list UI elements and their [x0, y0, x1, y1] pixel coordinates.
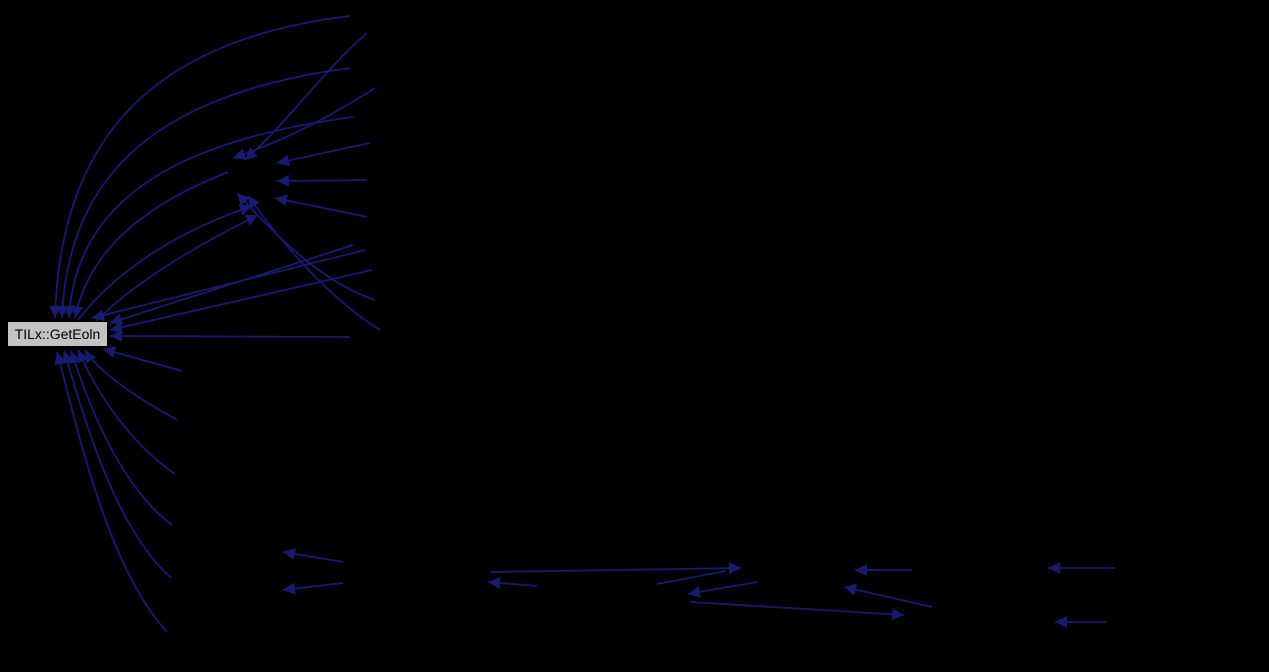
graph-edge-bottom-long-right: [489, 562, 742, 575]
graph-edge-fan-bottom-1: [84, 349, 178, 421]
graph-edge-mid-node-right-3: [274, 194, 368, 218]
graph-edge-mid-node-right-2: [276, 174, 368, 187]
graph-edge-fan-bottom-3: [69, 350, 173, 526]
graph-edge-mid-node-top-1: [244, 32, 368, 161]
graph-edge-sweep-top-1: [49, 15, 351, 319]
node-tilx-geteoln[interactable]: TILx::GetEoln: [7, 321, 108, 347]
node-label: TILx::GetEoln: [14, 326, 101, 342]
graph-edge-mid-node-right-1: [276, 142, 371, 167]
graph-edge-into-right-1: [109, 244, 354, 326]
graph-edge-sweep-top-4: [71, 171, 229, 319]
graph-edge-bottom-mid-left-2: [687, 581, 758, 598]
graph-edge-into-right-3-long: [109, 330, 351, 343]
graph-edge-mid-node-top-2: [232, 87, 376, 160]
graph-edge-bottom-right-left-2: [843, 583, 933, 608]
graph-edge-fan-bottom-5: [54, 351, 168, 633]
graph-edge-bottom-row-left-1: [282, 548, 344, 563]
graph-edge-up-from-node-1: [77, 204, 253, 321]
graph-edge-fan-bottom-4: [61, 350, 172, 579]
graph-edge-corner-top-right: [91, 249, 366, 321]
graph-edge-corner-bottom-right: [102, 346, 183, 372]
graph-edge-into-right-2: [109, 269, 373, 334]
graph-edge-bottom-join-right: [656, 570, 727, 585]
graph-edge-sweep-top-2: [56, 67, 351, 319]
graph-edge-fan-bottom-2: [77, 349, 176, 475]
graph-edge-bottom-mid-right: [689, 601, 905, 621]
graph-edge-up-from-node-2: [94, 214, 259, 323]
graph-edge-sweep-top-3: [63, 116, 354, 319]
graph-edge-bottom-row-left-2: [282, 582, 344, 595]
graph-edge-mid-node2-lower-2: [247, 195, 381, 331]
graph-edge-bottom-mid-left-1: [487, 576, 538, 589]
